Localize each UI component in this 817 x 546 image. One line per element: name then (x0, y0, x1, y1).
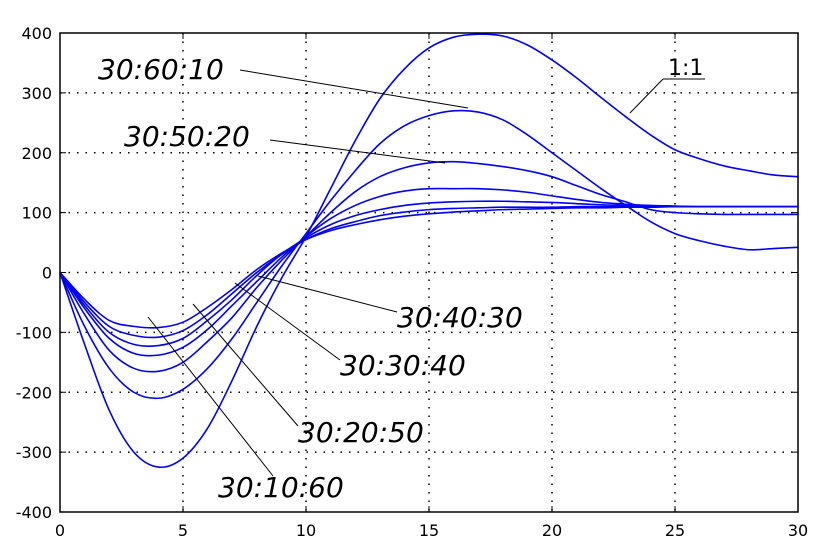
annotation-30-50-20: 30:50:20 (124, 120, 250, 153)
leader-line-30-30-40 (234, 282, 341, 361)
x-tick-label: 15 (419, 521, 439, 540)
series-line-1-1 (59, 33, 799, 469)
x-tick-label: 25 (665, 521, 685, 540)
series-lines (59, 33, 799, 469)
y-tick-label: 200 (21, 144, 52, 163)
x-tick-label: 20 (542, 521, 562, 540)
y-tick-label: -400 (16, 503, 52, 522)
y-tick-label: 400 (21, 24, 52, 43)
series-line-30-60-10 (59, 109, 799, 400)
y-tick-label: 100 (21, 204, 52, 223)
plot-frame (59, 32, 799, 513)
annotations (147, 69, 705, 477)
series-line-30-10-60 (59, 205, 798, 329)
leader-line-30-20-50 (192, 303, 299, 427)
leader-line-30-60-10 (239, 69, 469, 109)
y-tick-label: -100 (16, 323, 52, 342)
leader-line-30-10-60 (147, 316, 274, 477)
annotation-30-10-60: 30:10:60 (218, 471, 344, 504)
y-tick-label: -300 (16, 443, 52, 462)
leader-line-30-50-20 (269, 139, 446, 164)
annotation-30-60-10: 30:60:10 (98, 53, 224, 86)
y-tick-label: -200 (16, 383, 52, 402)
grid (60, 33, 798, 512)
leader-line-30-40-30 (257, 275, 398, 313)
x-tick-label: 10 (296, 521, 316, 540)
annotation-30-30-40: 30:30:40 (340, 349, 466, 382)
x-tick-label: 30 (788, 521, 808, 540)
x-tick-label: 0 (55, 521, 65, 540)
annotation-1-1: 1:1 (668, 56, 703, 81)
x-tick-label: 5 (178, 521, 188, 540)
y-tick-label: 0 (42, 264, 52, 283)
leader-line-1-1 (629, 78, 664, 114)
y-tick-label: 300 (21, 84, 52, 103)
annotation-30-20-50: 30:20:50 (298, 416, 424, 449)
ticks: 0 5 10 15 20 25 30 400 300 200 100 0 -100 -200 -300 -40… (16, 24, 808, 540)
annotation-30-40-30: 30:40:30 (397, 301, 523, 334)
